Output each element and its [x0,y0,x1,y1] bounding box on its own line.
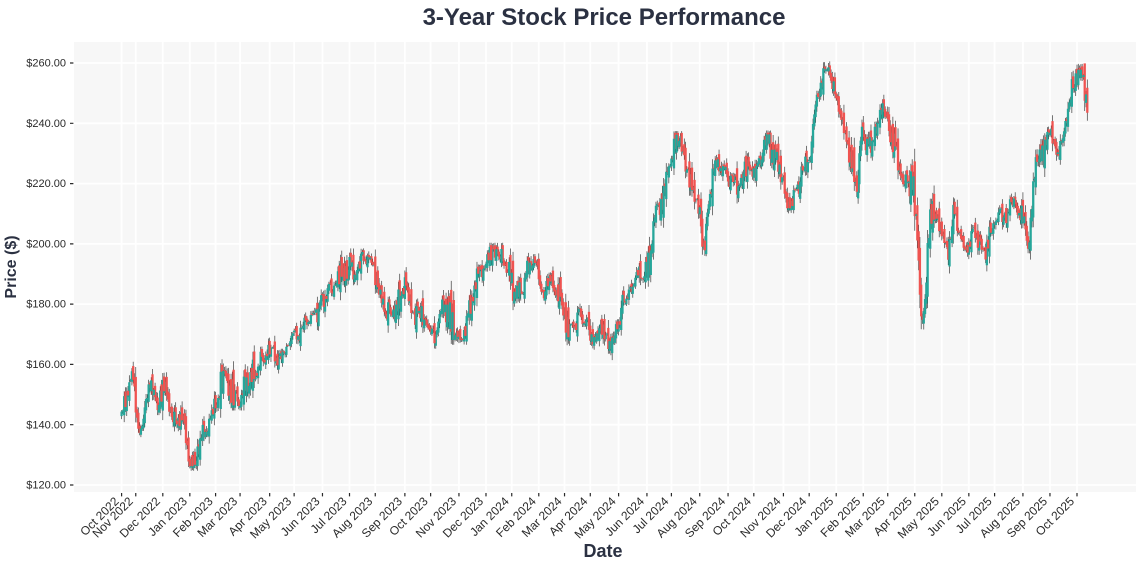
svg-text:$180.00: $180.00 [26,299,66,311]
svg-text:Price ($): Price ($) [3,235,20,298]
svg-text:Date: Date [583,541,622,561]
svg-text:$160.00: $160.00 [26,359,66,371]
svg-text:3-Year Stock Price Performance: 3-Year Stock Price Performance [423,4,786,31]
svg-text:$220.00: $220.00 [26,178,66,190]
svg-text:$140.00: $140.00 [26,419,66,431]
svg-text:$240.00: $240.00 [26,118,66,130]
svg-text:$260.00: $260.00 [26,58,66,70]
svg-text:$120.00: $120.00 [26,480,66,492]
svg-text:$200.00: $200.00 [26,239,66,251]
